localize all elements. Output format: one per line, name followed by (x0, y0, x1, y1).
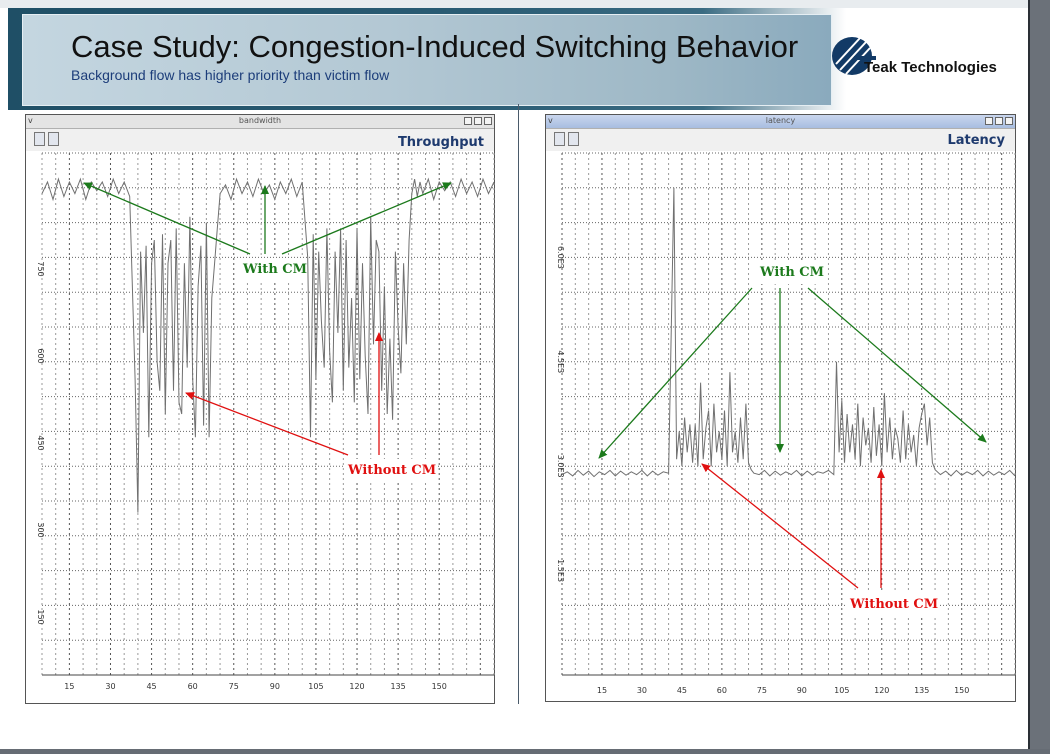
x-tick-label: 60 (188, 682, 198, 691)
x-tick-label: 45 (146, 682, 156, 691)
latency-window: v latency Latency 15 30 45 60 75 90 105 120 135 1… (545, 114, 1016, 702)
maximize-icon[interactable] (995, 117, 1003, 125)
x-tick-label: 105 (308, 682, 323, 691)
x-tick-label: 150 (954, 686, 969, 695)
settings-icon[interactable] (568, 132, 579, 146)
y-tick-label: 1.5E3 (556, 559, 565, 582)
with-cm-label-right: With CM (760, 265, 825, 280)
x-tick-label: 75 (229, 682, 239, 691)
x-tick-label: 120 (874, 686, 889, 695)
y-tick-label: 300 (36, 522, 45, 537)
x-tick-label: 75 (757, 686, 767, 695)
throughput-window: v bandwidth Throughput 15 30 45 60 75 90 105 12… (25, 114, 495, 704)
x-tick-label: 135 (914, 686, 929, 695)
zoom-fit-icon[interactable] (554, 132, 565, 146)
slide-title: Case Study: Congestion-Induced Switching… (71, 29, 799, 64)
settings-icon[interactable] (48, 132, 59, 146)
x-tick-label: 15 (597, 686, 607, 695)
label-bg (846, 593, 938, 615)
label-bg (240, 258, 306, 280)
x-tick-label: 30 (637, 686, 647, 695)
window-titlebar[interactable]: v bandwidth (26, 115, 494, 129)
x-tick-label: 45 (677, 686, 687, 695)
minimize-icon[interactable] (985, 117, 993, 125)
x-tick-label: 15 (64, 682, 74, 691)
window-title: latency (765, 116, 796, 125)
slide-frame-right (1030, 0, 1050, 754)
x-tick-label: 105 (834, 686, 849, 695)
x-tick-label: 135 (390, 682, 405, 691)
window-titlebar[interactable]: v latency (546, 115, 1015, 129)
latency-plot: 15 30 45 60 75 90 105 120 135 150 1.5E3 3.0E3 4.5E3 6… (556, 152, 1016, 695)
slide-subtitle: Background flow has higher priority than… (71, 67, 390, 83)
with-cm-label-left: With CM (243, 262, 308, 277)
y-tick-label: 4.5E3 (556, 350, 565, 373)
x-tick-label: 60 (717, 686, 727, 695)
y-tick-label: 3.0E3 (556, 455, 565, 478)
chart-toolbar (546, 129, 1015, 151)
grid (41, 152, 495, 676)
chart-toolbar (26, 129, 494, 151)
window-title: bandwidth (238, 116, 282, 125)
zoom-fit-icon[interactable] (34, 132, 45, 146)
x-tick-label: 90 (270, 682, 280, 691)
x-tick-label: 120 (349, 682, 364, 691)
close-icon[interactable] (484, 117, 492, 125)
chart-title: Latency (947, 133, 1005, 148)
logo-text: Teak Technologies (864, 59, 997, 76)
without-cm-label-right: Without CM (850, 597, 939, 612)
close-icon[interactable] (1005, 117, 1013, 125)
label-bg (344, 459, 436, 481)
chart-title: Throughput (397, 135, 484, 150)
y-tick-label: 600 (36, 348, 45, 363)
window-menu-icon[interactable]: v (548, 116, 553, 125)
x-tick-label: 30 (105, 682, 115, 691)
y-tick-label: 6.0E3 (556, 246, 565, 269)
window-menu-icon[interactable]: v (28, 116, 33, 125)
grid (561, 152, 1016, 676)
maximize-icon[interactable] (474, 117, 482, 125)
y-tick-label: 750 (36, 261, 45, 276)
y-tick-label: 450 (36, 435, 45, 450)
panel-divider (518, 104, 519, 704)
teak-logo-icon (832, 37, 876, 75)
x-tick-label: 90 (797, 686, 807, 695)
throughput-plot: 15 30 45 60 75 90 105 120 135 150 150 300 450 600 750 (36, 152, 495, 691)
slide-frame-bottom (0, 749, 1050, 754)
slide-top-border (0, 0, 1050, 8)
without-cm-label-left: Without CM (348, 463, 437, 478)
y-tick-label: 150 (36, 609, 45, 624)
label-bg (756, 262, 822, 284)
title-panel (22, 14, 832, 106)
x-tick-label: 150 (432, 682, 447, 691)
slide-frame-edge (1028, 0, 1031, 754)
minimize-icon[interactable] (464, 117, 472, 125)
